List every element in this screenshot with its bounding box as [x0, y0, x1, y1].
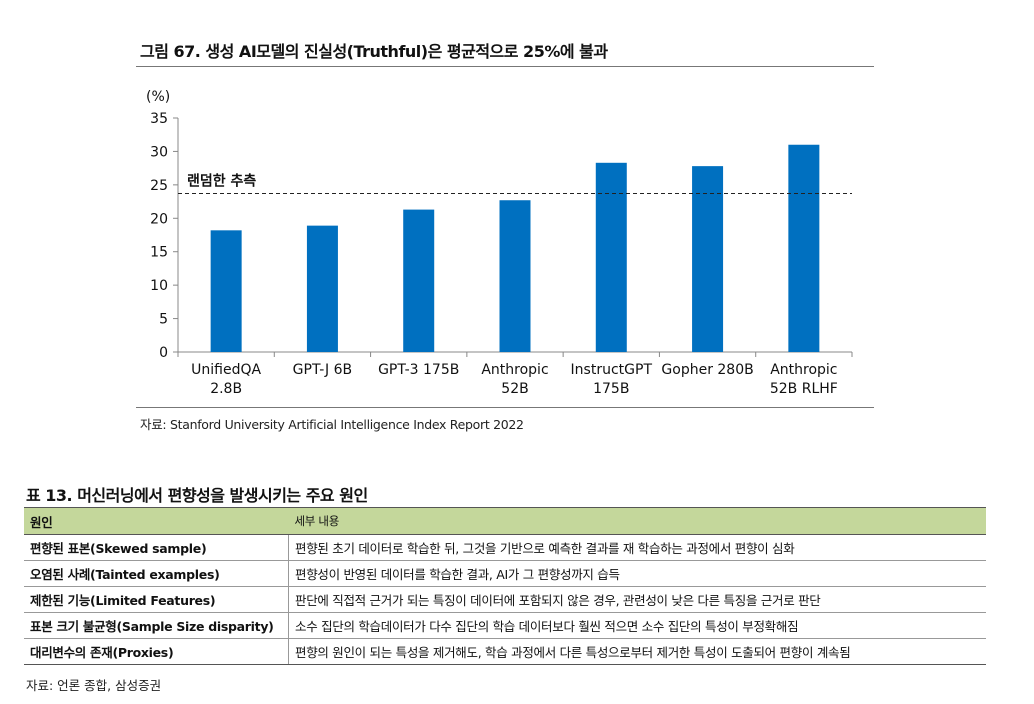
bar — [788, 144, 820, 352]
table-row: 오염된 사례(Tainted examples) 편향성이 반영된 데이터를 학… — [24, 560, 986, 587]
cause-cell: 오염된 사례(Tainted examples) — [24, 560, 289, 587]
cause-cell: 편향된 표본(Skewed sample) — [24, 534, 289, 561]
x-tick-label: GPT-3 175B — [378, 362, 459, 378]
table-row: 표본 크기 불균형(Sample Size disparity) 소수 집단의 … — [24, 612, 986, 639]
cause-cell: 제한된 기능(Limited Features) — [24, 586, 289, 613]
x-tick-label: 52B — [501, 381, 528, 397]
x-tick-label: Anthropic — [770, 362, 837, 378]
bar-chart: (%) 0 5 10 15 20 25 30 35 UnifiedQA 2.8B GPT-J 6B GP… — [146, 89, 853, 397]
figure-title: 그림 67. 생성 AI모델의 진실성(Truthful)은 평균적으로 25%… — [140, 42, 608, 61]
bar — [210, 230, 242, 352]
header-cause: 원인 — [24, 507, 289, 535]
table-title: 표 13. 머신러닝에서 편향성을 발생시키는 주요 원인 — [26, 486, 368, 505]
y-tick-label: 30 — [150, 144, 168, 160]
y-tick-label: 20 — [150, 211, 168, 227]
table-row: 편향된 표본(Skewed sample) 편향된 초기 데이터로 학습한 뒤,… — [24, 534, 986, 561]
bar — [499, 200, 531, 352]
y-tick-label: 5 — [159, 312, 168, 328]
y-tick-label: 15 — [150, 245, 168, 261]
y-axis-label: (%) — [146, 89, 170, 105]
x-tick-label: Gopher 280B — [661, 362, 753, 378]
x-tick-label: Anthropic — [481, 362, 548, 378]
reference-line-label: 랜덤한 추측 — [187, 173, 256, 190]
detail-cell: 판단에 직접적 근거가 되는 특징이 데이터에 포함되지 않은 경우, 관련성이… — [288, 586, 986, 613]
x-tick-label: UnifiedQA — [191, 362, 261, 378]
figure-top-rule — [136, 66, 874, 67]
cause-cell: 대리변수의 존재(Proxies) — [24, 638, 289, 665]
table-row: 대리변수의 존재(Proxies) 편향의 원인이 되는 특성을 제거해도, 학… — [24, 638, 986, 665]
bar — [306, 225, 338, 352]
table-header-row: 원인 세부 내용 — [24, 507, 986, 535]
x-tick-label: 52B RLHF — [770, 381, 838, 397]
x-tick-label: 2.8B — [210, 381, 242, 397]
bias-causes-table: 원인 세부 내용 편향된 표본(Skewed sample) 편향된 초기 데이… — [24, 507, 986, 665]
table-source: 자료: 언론 종합, 삼성증권 — [26, 678, 162, 693]
bar — [692, 166, 724, 352]
figure-bottom-rule — [136, 407, 874, 408]
y-tick-label: 35 — [150, 111, 168, 127]
figure-source: 자료: Stanford University Artificial Intel… — [140, 417, 524, 432]
y-tick-label: 10 — [150, 278, 168, 294]
header-detail: 세부 내용 — [288, 507, 986, 535]
detail-cell: 소수 집단의 학습데이터가 다수 집단의 학습 데이터보다 훨씬 적으면 소수 … — [288, 612, 986, 639]
y-tick-label: 25 — [150, 178, 168, 194]
table-row: 제한된 기능(Limited Features) 판단에 직접적 근거가 되는 … — [24, 586, 986, 613]
bar — [403, 209, 435, 352]
detail-cell: 편향성이 반영된 데이터를 학습한 결과, AI가 그 편향성까지 습득 — [288, 560, 986, 587]
x-tick-label: 175B — [593, 381, 629, 397]
detail-cell: 편향된 초기 데이터로 학습한 뒤, 그것을 기반으로 예측한 결과를 재 학습… — [288, 534, 986, 561]
x-tick-label: InstructGPT — [571, 362, 653, 378]
cause-cell: 표본 크기 불균형(Sample Size disparity) — [24, 612, 289, 639]
x-tick-label: GPT-J 6B — [293, 362, 352, 378]
bar — [595, 162, 627, 352]
y-tick-label: 0 — [159, 345, 168, 361]
detail-cell: 편향의 원인이 되는 특성을 제거해도, 학습 과정에서 다른 특성으로부터 제… — [288, 638, 986, 665]
